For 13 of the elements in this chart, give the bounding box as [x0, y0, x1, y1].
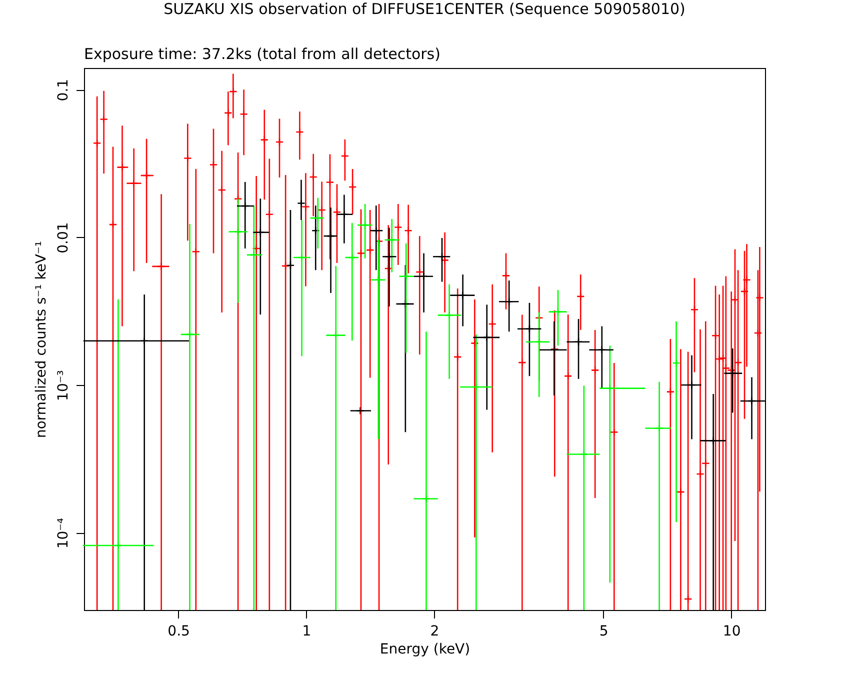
x-axis-title: Energy (keV) [380, 642, 470, 658]
chart-title: SUZAKU XIS observation of DIFFUSE1CENTER (Sequence 509058010) [164, 0, 686, 18]
chart-subtitle: Exposure time: 37.2ks (total from all detectors) [84, 45, 440, 63]
y-tick-label: 0.01 [56, 222, 72, 254]
y-tick-label: 10⁻⁴ [56, 517, 72, 549]
x-tick-label: 10 [722, 624, 741, 640]
x-tick-label: 0.5 [168, 624, 190, 640]
y-tick-label: 10⁻³ [56, 370, 72, 401]
x-tick-label: 1 [302, 624, 312, 640]
x-tick-label: 5 [599, 624, 608, 640]
y-axis-title: normalized counts s⁻¹ keV⁻¹ [34, 240, 50, 438]
x-tick-label: 2 [430, 624, 440, 640]
y-tick-label: 0.1 [56, 78, 72, 102]
